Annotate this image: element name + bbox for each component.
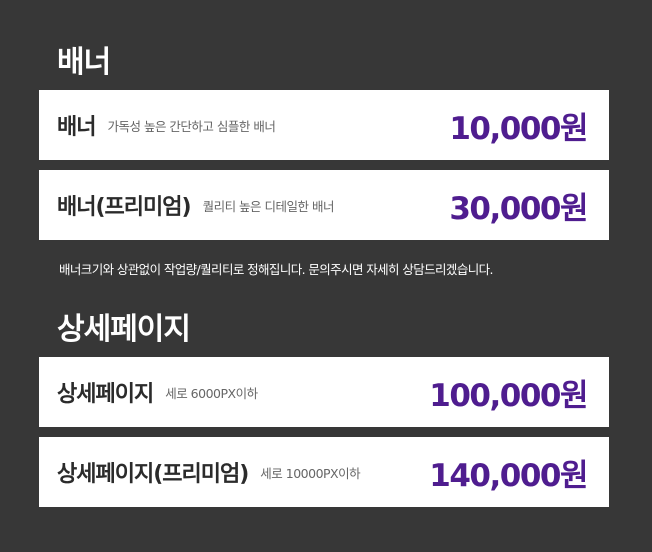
price-card-detail-page: 상세페이지 세로 6000PX이하 100,000원 <box>39 357 609 427</box>
item-description: 퀄리티 높은 디테일한 배너 <box>202 198 335 214</box>
item-description: 세로 6000PX이하 <box>165 385 258 401</box>
item-name: 상세페이지 <box>57 382 154 407</box>
item-description: 가독성 높은 간단하고 심플한 배너 <box>107 118 276 134</box>
item-price: 140,000원 <box>429 457 588 494</box>
item-price: 30,000원 <box>449 190 588 227</box>
item-name: 배너(프리미엄) <box>57 195 192 220</box>
price-card-banner: 배너 가독성 높은 간단하고 심플한 배너 10,000원 <box>39 90 609 160</box>
item-name: 배너 <box>57 115 96 140</box>
price-card-banner-premium: 배너(프리미엄) 퀄리티 높은 디테일한 배너 30,000원 <box>39 170 609 240</box>
item-name: 상세페이지(프리미엄) <box>57 462 249 487</box>
item-description: 세로 10000PX이하 <box>260 465 361 481</box>
detail-page-section-title: 상세페이지 <box>57 312 191 347</box>
item-price: 100,000원 <box>429 377 588 414</box>
item-price: 10,000원 <box>449 110 588 147</box>
banner-pricing-note: 배너크기와 상관없이 작업량/퀄리티로 정해집니다. 문의주시면 자세히 상담드… <box>59 262 494 277</box>
price-card-detail-page-premium: 상세페이지(프리미엄) 세로 10000PX이하 140,000원 <box>39 437 609 507</box>
banner-section-title: 배너 <box>57 45 111 80</box>
